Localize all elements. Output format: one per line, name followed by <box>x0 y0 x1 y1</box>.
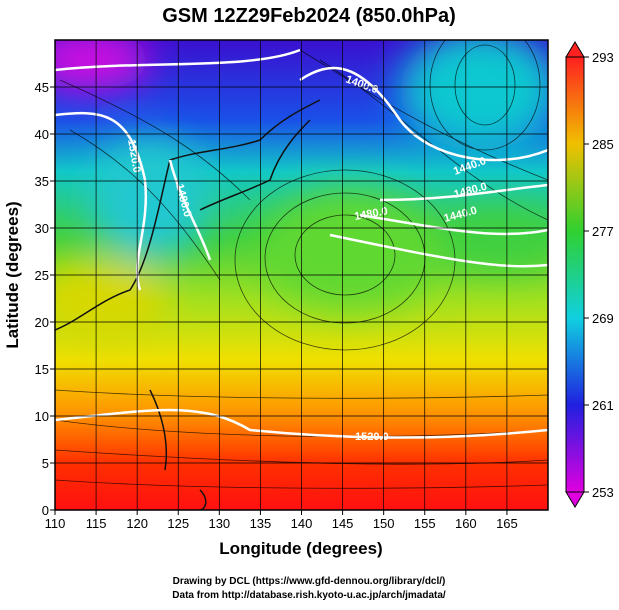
x-tick-label: 130 <box>208 516 230 531</box>
x-tick-label: 110 <box>45 516 66 531</box>
contour-label: 1480.0 <box>353 205 388 223</box>
x-tick-label: 160 <box>455 516 477 531</box>
colorbar-tick-label: 277 <box>592 224 614 239</box>
x-axis-label: Longitude (degrees) <box>219 539 382 558</box>
y-tick-label: 5 <box>42 456 49 471</box>
y-tick-label: 30 <box>35 221 49 236</box>
temperature-field: 1400.0 1520.0 1480.0 1440.0 1480.0 1440.… <box>55 40 548 510</box>
x-tick-label: 140 <box>291 516 313 531</box>
x-tick-label: 145 <box>332 516 354 531</box>
x-tick-label: 135 <box>250 516 272 531</box>
y-tick-label: 40 <box>35 127 49 142</box>
x-tick-label: 120 <box>126 516 148 531</box>
x-tick-label: 155 <box>414 516 436 531</box>
colorbar-tick-label: 253 <box>592 485 614 500</box>
credit: Drawing by DCL (https://www.gfd-dennou.o… <box>173 576 446 587</box>
plot-frame <box>54 39 549 511</box>
credit: Data from http://database.rish.kyoto-u.a… <box>172 590 446 601</box>
x-tick-label: 150 <box>373 516 395 531</box>
y-tick-label: 15 <box>35 362 49 377</box>
x-tick-label: 125 <box>167 516 189 531</box>
y-tick-label: 25 <box>35 268 49 283</box>
colorbar-tick-label: 293 <box>592 50 614 65</box>
y-tick-label: 0 <box>42 503 49 518</box>
colorbar-top-arrow <box>565 41 585 58</box>
x-tick-label: 165 <box>496 516 518 531</box>
y-tick-label: 20 <box>35 315 49 330</box>
colorbar <box>565 56 585 493</box>
contours <box>55 48 548 439</box>
contour-label: 1520.0 <box>355 431 389 443</box>
y-tick-label: 35 <box>35 174 49 189</box>
colorbar-tick-label: 285 <box>592 137 614 152</box>
y-tick-label: 45 <box>35 80 49 95</box>
colorbar-bottom-arrow <box>565 491 585 508</box>
colorbar-tick-label: 269 <box>592 311 614 326</box>
title: GSM 12Z29Feb2024 (850.0hPa) <box>162 5 455 27</box>
x-tick-label: 115 <box>86 516 107 531</box>
y-tick-label: 10 <box>35 409 49 424</box>
y-axis-label: Latitude (degrees) <box>3 201 22 348</box>
colorbar-tick-label: 261 <box>592 398 614 413</box>
contour-label: 1520.0 <box>125 138 143 173</box>
